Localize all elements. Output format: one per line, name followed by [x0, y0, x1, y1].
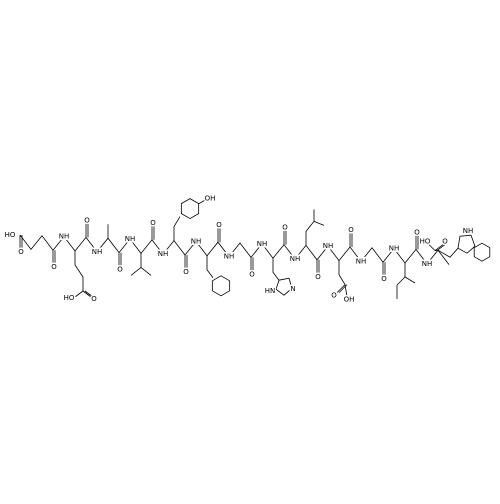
bonds: [20, 199, 490, 299]
atom-label: O: [442, 238, 448, 246]
bond: [306, 209, 314, 245]
bond: [20, 235, 449, 265]
atom-label: NH: [92, 248, 103, 256]
bond: [438, 248, 458, 257]
atom-label: O: [84, 216, 90, 224]
bond: [75, 291, 83, 297]
bond: [339, 261, 345, 285]
bond: [207, 256, 213, 278]
bond: [141, 267, 151, 275]
ring: [458, 235, 475, 253]
atom-label: NH: [191, 237, 202, 245]
atom-label: NH: [290, 255, 301, 263]
atom-label: O: [183, 268, 189, 276]
atom-label: OH: [205, 195, 216, 203]
atom-label: NH: [224, 253, 235, 261]
bond: [273, 258, 279, 280]
atom-label: O: [348, 226, 354, 234]
atom-label: O: [117, 266, 123, 274]
ring: [181, 199, 198, 219]
atom-label: O: [150, 219, 156, 227]
ring: [474, 243, 490, 261]
bond: [174, 217, 180, 241]
atom-label: O: [91, 295, 97, 303]
bond: [75, 251, 83, 291]
atom-labels: HOOONHNHNHNHNHNHNHNHNHNHNHNHOOOOOOOOOOOH…: [5, 195, 474, 304]
atom-label: O: [315, 273, 321, 281]
atom-label: NH: [463, 227, 474, 235]
atom-label: NH: [356, 257, 367, 265]
atom-label: O: [331, 292, 337, 300]
bond: [314, 221, 324, 225]
bond: [131, 253, 141, 275]
atom-label: NH: [323, 242, 334, 250]
bond: [405, 263, 415, 283]
atom-label: O: [216, 221, 222, 229]
atom-label: O: [18, 248, 24, 256]
atom-label: HO: [420, 238, 431, 246]
atom-label: O: [249, 270, 255, 278]
atom-label: HO: [64, 294, 75, 302]
atom-label: O: [381, 275, 387, 283]
bond: [83, 291, 91, 297]
atom-label: O: [51, 263, 57, 271]
ring: [212, 276, 229, 296]
atom-label: NH: [59, 233, 70, 241]
atom-label: NH: [389, 245, 400, 253]
atom-label: NH: [422, 260, 433, 268]
atom-label: NH: [158, 250, 169, 258]
atom-label: O: [282, 224, 288, 232]
atom-label: NH: [125, 235, 136, 243]
bond: [337, 285, 345, 293]
atom-label: NH: [257, 240, 268, 248]
atom-label: HO: [5, 231, 16, 239]
atom-label: OH: [344, 296, 355, 304]
atom-label: HN: [265, 287, 276, 295]
atom-label: O: [414, 228, 420, 236]
bond: [397, 277, 405, 299]
atom-label: N: [290, 285, 295, 293]
